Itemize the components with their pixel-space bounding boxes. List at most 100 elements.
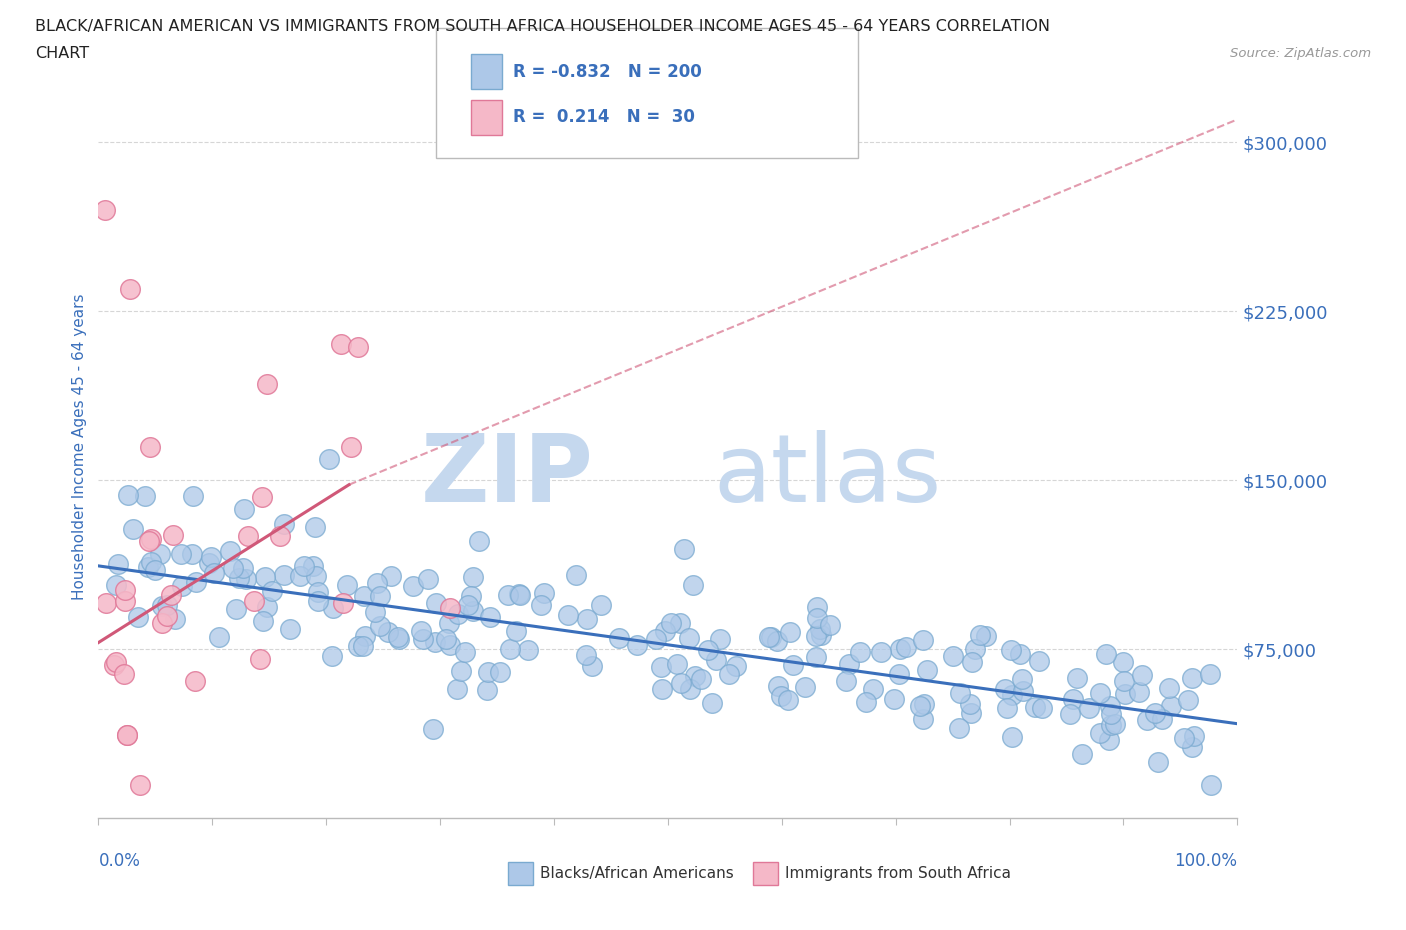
Point (1181, 671, 1204, 685)
Point (447, 606, 470, 621)
Point (1071, 747, 1094, 762)
Point (439, 638, 461, 653)
Point (346, 639, 368, 654)
Point (134, 488, 156, 503)
Point (766, 634, 789, 649)
Point (682, 578, 704, 592)
Point (103, 658, 125, 672)
Point (911, 633, 934, 648)
Point (256, 377, 278, 392)
Point (256, 599, 278, 614)
Point (1011, 671, 1033, 686)
Point (181, 547, 204, 562)
Text: ZIP: ZIP (420, 431, 593, 522)
Point (1199, 667, 1222, 682)
Point (332, 595, 354, 610)
Point (575, 647, 598, 662)
Point (232, 501, 254, 516)
Point (1147, 755, 1170, 770)
Text: atlas: atlas (713, 431, 942, 522)
Point (114, 594, 136, 609)
Point (915, 663, 938, 678)
Point (454, 644, 477, 659)
Point (508, 587, 530, 602)
Point (704, 653, 727, 668)
Text: BLACK/AFRICAN AMERICAN VS IMMIGRANTS FROM SOUTH AFRICA HOUSEHOLDER INCOME AGES 4: BLACK/AFRICAN AMERICAN VS IMMIGRANTS FRO… (35, 19, 1050, 33)
Point (894, 639, 917, 654)
Point (912, 697, 935, 711)
Point (114, 582, 136, 597)
Point (387, 630, 409, 644)
Point (994, 681, 1017, 696)
Point (156, 608, 179, 623)
Point (1001, 687, 1024, 702)
Point (678, 631, 700, 645)
Text: Source: ZipAtlas.com: Source: ZipAtlas.com (1230, 46, 1371, 60)
Point (330, 337, 353, 352)
Text: Immigrants from South Africa: Immigrants from South Africa (785, 866, 1011, 881)
Point (380, 568, 402, 583)
Point (225, 602, 247, 617)
Point (575, 612, 598, 627)
Point (849, 644, 872, 659)
Text: R = -0.832   N = 200: R = -0.832 N = 200 (513, 62, 702, 81)
Point (1144, 705, 1167, 720)
Point (855, 695, 877, 710)
Text: 0.0%: 0.0% (98, 852, 141, 870)
Point (409, 623, 432, 638)
Point (995, 700, 1018, 715)
Point (808, 621, 831, 636)
Point (184, 574, 207, 589)
Point (243, 593, 266, 608)
Point (782, 658, 804, 672)
Point (564, 567, 586, 582)
Point (870, 644, 893, 659)
Point (368, 618, 391, 633)
Point (963, 642, 986, 657)
Point (1099, 717, 1122, 732)
Point (322, 601, 344, 616)
Point (942, 649, 965, 664)
Point (883, 691, 905, 706)
Point (806, 649, 828, 664)
Point (1130, 668, 1153, 683)
Point (457, 598, 479, 613)
Point (1011, 684, 1033, 699)
Point (138, 534, 160, 549)
Point (200, 550, 222, 565)
Text: Blacks/African Americans: Blacks/African Americans (540, 866, 734, 881)
Point (1112, 673, 1135, 688)
Point (160, 588, 183, 603)
Point (516, 643, 538, 658)
Point (288, 569, 311, 584)
Point (353, 588, 375, 603)
Point (835, 673, 858, 688)
Point (450, 663, 472, 678)
Point (1114, 686, 1136, 701)
Point (236, 528, 259, 543)
Point (969, 628, 991, 643)
Point (475, 683, 498, 698)
Point (1031, 700, 1053, 715)
Point (1028, 654, 1050, 669)
Point (163, 612, 186, 627)
Point (121, 522, 143, 537)
Point (718, 666, 741, 681)
Point (1059, 707, 1081, 722)
Y-axis label: Householder Income Ages 45 - 64 years: Householder Income Ages 45 - 64 years (72, 293, 87, 600)
Text: R =  0.214   N =  30: R = 0.214 N = 30 (513, 108, 695, 126)
Point (1181, 739, 1204, 754)
Point (307, 584, 329, 599)
Point (1098, 698, 1121, 713)
Point (364, 604, 387, 619)
Point (1184, 728, 1206, 743)
Point (461, 604, 484, 618)
Point (1112, 655, 1135, 670)
Point (810, 628, 832, 643)
Point (336, 578, 359, 592)
Point (352, 639, 374, 654)
Point (669, 615, 692, 630)
FancyBboxPatch shape (754, 861, 779, 885)
Point (779, 625, 801, 640)
Point (468, 534, 491, 549)
